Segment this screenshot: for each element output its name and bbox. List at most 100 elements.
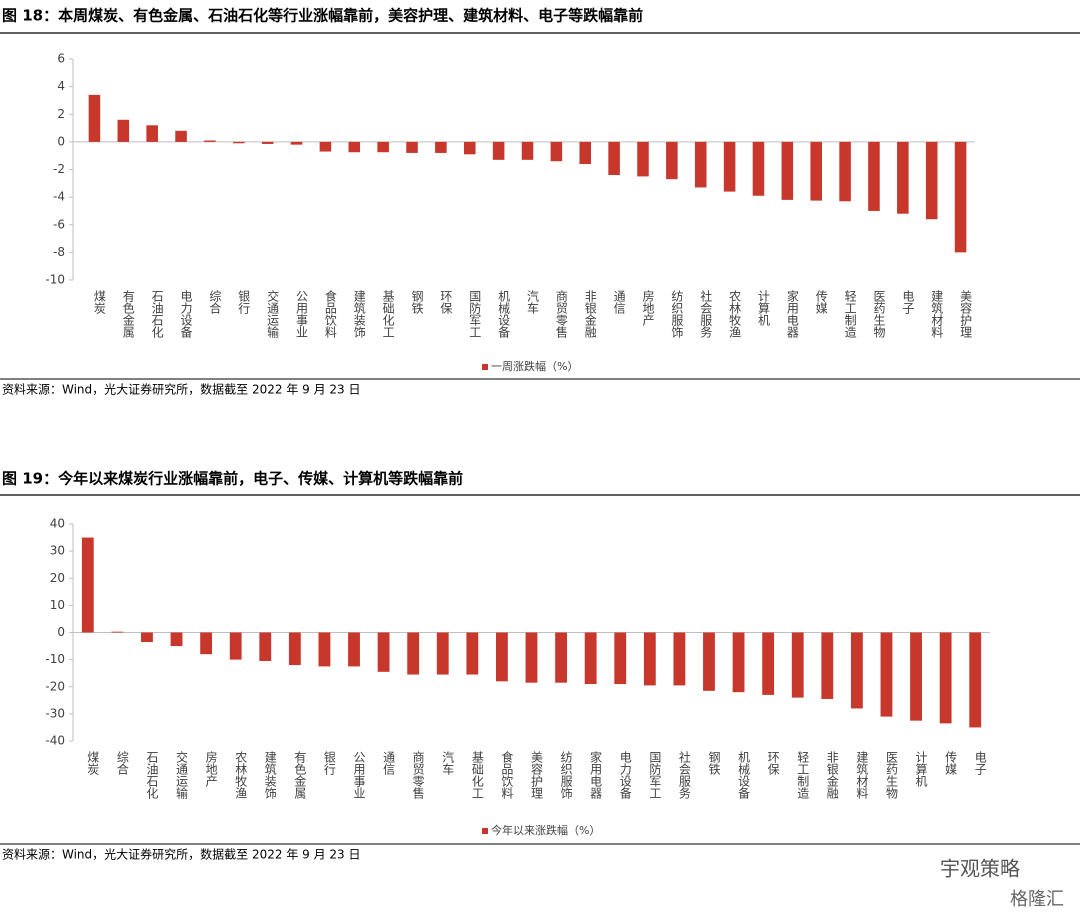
- x-tick-label: 公用事业: [352, 751, 366, 799]
- source-note: 资料来源：Wind，光大证券研究所，数据截至 2022 年 9 月 23 日: [2, 847, 361, 862]
- bar: [723, 141, 736, 192]
- x-tick-label: 传媒: [814, 289, 828, 314]
- y-tick-label: -4: [53, 190, 65, 204]
- bar: [673, 632, 686, 686]
- x-tick-label: 环保: [439, 290, 453, 314]
- bar: [880, 632, 893, 717]
- x-tick-label: 电力设备: [618, 751, 632, 800]
- bar: [925, 141, 938, 220]
- x-tick-label: 有色金属: [293, 751, 307, 800]
- source-note: 资料来源：Wind，光大证券研究所，数据截至 2022 年 9 月 23 日: [2, 382, 361, 397]
- x-tick-label: 综合: [208, 290, 222, 314]
- x-tick-label: 机械设备: [737, 751, 751, 800]
- bar: [839, 141, 851, 202]
- y-tick-label: -40: [45, 734, 65, 748]
- bar: [781, 141, 794, 200]
- x-tick-label: 交通运输: [266, 289, 280, 339]
- x-tick-label: 商贸零售: [411, 750, 425, 799]
- bar: [694, 141, 707, 188]
- bar: [492, 141, 505, 160]
- x-tick-label: 公用事业: [295, 290, 309, 338]
- bar: [868, 141, 880, 211]
- bar: [436, 632, 449, 675]
- bar: [81, 537, 94, 633]
- x-tick-label: 通信: [612, 290, 626, 315]
- x-tick-label: 家用电器: [589, 750, 603, 800]
- y-tick-label: -10: [45, 652, 65, 666]
- bar: [732, 632, 745, 693]
- bar: [88, 94, 101, 142]
- x-tick-label: 钢铁: [410, 290, 424, 314]
- y-tick-label: -2: [53, 162, 65, 176]
- x-tick-label: 家用电器: [785, 289, 799, 339]
- x-tick-label: 纺织服饰: [670, 290, 684, 338]
- x-tick-label: 电力设备: [179, 290, 193, 339]
- bar: [521, 141, 534, 160]
- bar: [910, 632, 922, 721]
- x-tick-label: 交通运输: [175, 750, 189, 800]
- x-tick-label: 综合: [115, 751, 129, 775]
- y-tick-label: 20: [50, 571, 65, 585]
- bar: [791, 632, 804, 698]
- watermark: 格隆汇: [1010, 889, 1064, 910]
- x-tick-label: 煤炭: [92, 290, 106, 315]
- x-tick-label: 社会服务: [699, 289, 713, 338]
- y-tick-label: 0: [57, 134, 65, 148]
- x-tick-label: 电子: [973, 751, 987, 775]
- bar: [377, 632, 390, 672]
- bar: [762, 632, 775, 695]
- bar: [525, 632, 538, 683]
- bar: [319, 141, 332, 152]
- legend-swatch: [482, 364, 488, 370]
- bar: [463, 141, 476, 155]
- bar: [407, 632, 420, 675]
- x-tick-label: 计算机: [914, 751, 928, 787]
- x-tick-label: 社会服务: [677, 750, 691, 799]
- x-tick-label: 纺织服饰: [559, 751, 573, 799]
- y-tick-label: 10: [50, 598, 65, 612]
- bar: [555, 632, 567, 683]
- x-tick-label: 农林牧渔: [728, 290, 742, 338]
- bar: [406, 141, 418, 153]
- x-tick-label: 石油石化: [145, 751, 159, 800]
- x-tick-label: 食品饮料: [500, 750, 514, 799]
- bar: [111, 631, 124, 633]
- x-tick-label: 轻工制造: [796, 751, 810, 799]
- figure-title: 图 19：今年以来煤炭行业涨幅靠前，电子、传媒、计算机等跌幅靠前: [2, 470, 463, 488]
- figure-title: 图 18：本周煤炭、有色金属、石油石化等行业涨幅靠前，美容护理、建筑材料、电子等…: [2, 7, 643, 25]
- bar: [496, 632, 508, 682]
- bar: [377, 141, 389, 153]
- x-tick-label: 有色金属: [121, 290, 135, 339]
- bar: [318, 632, 331, 667]
- x-tick-label: 基础化工: [381, 290, 395, 338]
- x-tick-label: 国防军工: [648, 751, 662, 799]
- y-tick-label: -10: [45, 273, 65, 287]
- y-tick-label: 40: [50, 517, 65, 531]
- bar: [466, 632, 479, 675]
- watermark: 宇观策略: [940, 857, 1020, 881]
- x-tick-label: 银行: [322, 751, 336, 775]
- bar: [703, 632, 715, 691]
- bar: [821, 632, 834, 699]
- bar: [288, 632, 301, 666]
- x-tick-label: 医药生物: [884, 751, 898, 799]
- x-tick-label: 美容护理: [959, 290, 973, 338]
- x-tick-label: 建筑材料: [855, 751, 869, 799]
- x-tick-label: 医药生物: [872, 290, 886, 338]
- bar: [614, 632, 627, 685]
- bar: [584, 632, 597, 685]
- bar: [290, 141, 303, 145]
- bar: [146, 125, 158, 142]
- x-tick-label: 通信: [382, 751, 396, 776]
- bar: [175, 130, 187, 142]
- bar: [608, 141, 620, 176]
- legend-swatch: [482, 828, 488, 834]
- bar: [261, 141, 274, 144]
- y-tick-label: 2: [57, 107, 65, 121]
- x-tick-label: 农林牧渔: [234, 751, 248, 799]
- y-tick-label: 0: [57, 625, 65, 639]
- bar: [637, 141, 649, 177]
- y-tick-label: -30: [45, 706, 65, 720]
- x-tick-label: 机械设备: [497, 290, 511, 339]
